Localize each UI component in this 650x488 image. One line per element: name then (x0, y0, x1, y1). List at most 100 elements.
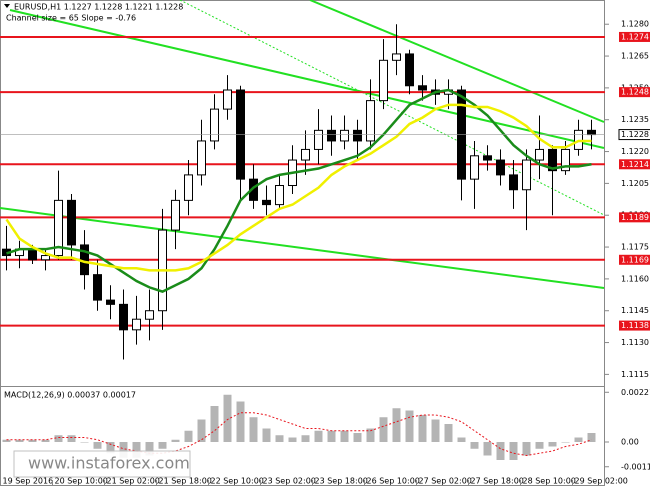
y-tick-label: 1.1280 (621, 20, 649, 29)
candle-body (275, 185, 284, 206)
candle-body (535, 148, 544, 161)
candle-body (106, 299, 115, 305)
level-label: 1.1214 (621, 160, 649, 169)
macd-bar (470, 442, 479, 449)
macd-bar (106, 442, 115, 454)
macd-bar (327, 430, 336, 442)
candle-body (145, 310, 154, 320)
level-label-bg (619, 320, 650, 331)
level-label-bg (619, 87, 650, 98)
macd-title: MACD(12,26,9) 0.00037 0.00017 (4, 391, 136, 400)
macd-bar (158, 442, 167, 449)
macd-bar (535, 442, 544, 449)
macd-bar (587, 433, 596, 442)
level-label: 1.1169 (621, 255, 649, 264)
y-tick-label: -0.0011 (621, 462, 650, 471)
candle-body (223, 89, 232, 110)
macd-bar (522, 442, 531, 456)
candle-body (67, 199, 76, 246)
current-price-label: 1.1228 (621, 130, 649, 139)
macd-bar (80, 442, 89, 443)
moving-average (6, 88, 592, 293)
candle-body (587, 129, 596, 136)
macd-bar (223, 394, 232, 442)
candle-body (509, 174, 518, 191)
candle-body (340, 129, 349, 142)
x-tick-label: 21 Sep 18:00 (159, 477, 212, 486)
x-tick-label: 23 Sep 18:00 (315, 477, 368, 486)
macd-bar (236, 401, 245, 442)
channel-line (0, 207, 605, 289)
y-tick-label: 0.00221 (621, 388, 650, 397)
macd-bar (145, 442, 154, 456)
macd-bar (457, 437, 466, 442)
channel-line (309, 0, 605, 123)
y-tick-label: 0.00 (621, 438, 639, 447)
candle-body (522, 159, 531, 191)
level-label-bg (619, 159, 650, 170)
y-tick-label: 1.1115 (621, 370, 649, 379)
x-tick-label: 22 Sep 10:00 (211, 477, 264, 486)
macd-bar (15, 439, 24, 442)
macd-bar (444, 424, 453, 442)
candle-body (171, 199, 180, 231)
x-tick-label: 21 Sep 02:00 (107, 477, 160, 486)
level-label-bg (619, 212, 650, 223)
macd-bar (132, 442, 141, 458)
candle-body (210, 108, 219, 142)
macd-bar (392, 408, 401, 442)
macd-bar (210, 406, 219, 442)
macd-bar (366, 428, 375, 442)
candle-body (197, 140, 206, 176)
macd-bar (28, 439, 37, 442)
candle-body (301, 148, 310, 161)
channel-midline (179, 0, 605, 216)
candle-body (392, 53, 401, 61)
level-label-bg (619, 254, 650, 265)
candle-body (28, 248, 37, 261)
macd-bar (379, 417, 388, 442)
x-tick-label: 23 Sep 02:00 (263, 477, 316, 486)
y-tick-label: 1.1205 (621, 179, 649, 188)
macd-bar (54, 435, 63, 442)
macd-bar (288, 437, 297, 442)
candle-body (54, 199, 63, 257)
candle-body (548, 148, 557, 172)
plot-frame (0, 0, 605, 486)
menu-arrow (4, 4, 10, 8)
y-tick-label: 1.1265 (621, 52, 649, 61)
macd-bar (405, 410, 414, 442)
candle-body (405, 53, 414, 87)
level-label: 1.1138 (621, 321, 649, 330)
candle-body (41, 255, 50, 261)
macd-bar (431, 419, 440, 442)
y-tick-label: 1.1175 (621, 243, 649, 252)
candle-body (353, 129, 362, 142)
macd-bar (2, 439, 11, 442)
macd-bar (67, 435, 76, 442)
y-tick-label: 1.1220 (621, 147, 649, 156)
macd-bar (197, 419, 206, 442)
candle-body (470, 155, 479, 180)
macd-bar (340, 430, 349, 442)
macd-bar (496, 442, 505, 460)
macd-bar (249, 417, 258, 442)
channel-line (9, 9, 605, 149)
candle-body (249, 178, 258, 201)
candle-body (132, 318, 141, 331)
x-tick-label: 27 Sep 18:00 (471, 477, 524, 486)
macd-bar (418, 415, 427, 442)
candle-body (561, 148, 570, 172)
macd-bar (483, 442, 492, 456)
macd-bar (275, 435, 284, 442)
x-tick-label: 19 Sep 2016 (3, 477, 54, 486)
macd-bar (574, 437, 583, 442)
level-label: 1.1189 (621, 213, 649, 222)
chart-title: EURUSD,H1 1.1227 1.1228 1.1221 1.1228 (14, 3, 183, 12)
x-tick-label: 26 Sep 10:00 (367, 477, 420, 486)
macd-bar (353, 433, 362, 442)
candle-body (379, 59, 388, 102)
candle-body (314, 129, 323, 150)
candle-body (418, 85, 427, 91)
